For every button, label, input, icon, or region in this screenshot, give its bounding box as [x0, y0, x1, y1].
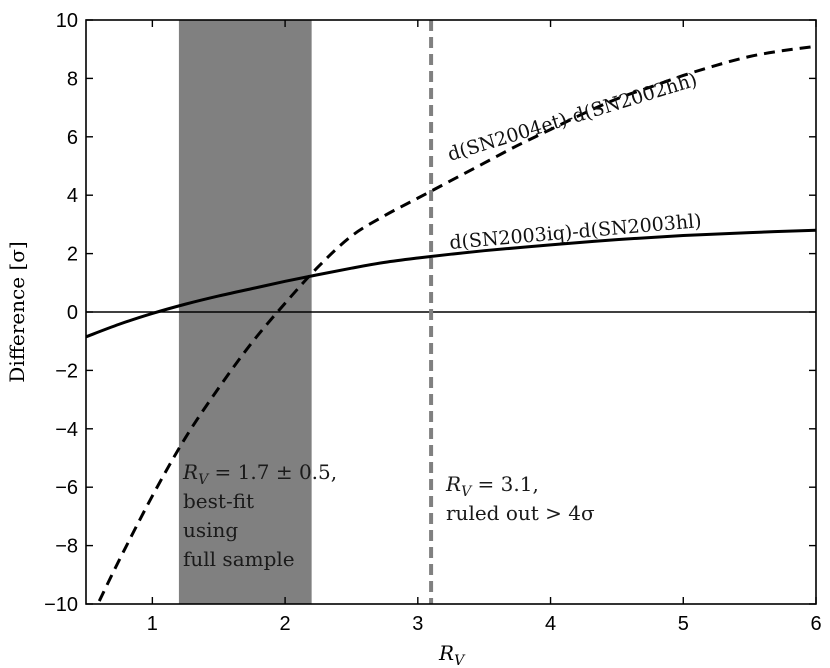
y-tick-label: −2	[55, 360, 78, 382]
best-fit-annotation-line: best-fit	[183, 489, 254, 513]
x-tick-label: 2	[280, 613, 291, 635]
best-fit-annotation-line: RV = 1.7 ± 0.5,	[182, 460, 337, 488]
series-label-sn2004et-sn2002hh: d(SN2004et)-d(SN2002hh)	[445, 69, 700, 166]
ticks-layer: 1 2 3 4 5 6 −10 −8 −6 −4 −2 0 2 4 6 8 10	[44, 10, 822, 635]
y-tick-label: 8	[67, 68, 78, 90]
x-tick-label: 5	[678, 613, 689, 635]
ruled-out-annotation-line: RV = 3.1,	[445, 472, 539, 500]
y-tick-label: 10	[56, 10, 78, 32]
series-layer	[85, 44, 817, 602]
y-tick-label: 4	[67, 185, 78, 207]
y-tick-label: −8	[55, 536, 78, 558]
plot-area	[85, 20, 817, 604]
x-tick-label: 3	[412, 613, 423, 635]
series-line-sn2004et-sn2002hh	[97, 44, 817, 602]
x-tick-label: 6	[810, 613, 821, 635]
y-axis-label: Difference [σ]	[5, 241, 29, 382]
y-tick-label: −10	[44, 594, 78, 616]
best-fit-annotation-line: full sample	[183, 547, 295, 571]
x-tick-label: 1	[147, 613, 158, 635]
y-tick-label: 6	[67, 127, 78, 149]
series-line-sn2003iq-sn2003hl	[85, 228, 817, 339]
x-axis-label: RV	[438, 641, 466, 668]
ruled-out-annotation-line: ruled out > 4σ	[446, 501, 595, 525]
series-label-sn2003iq-sn2003hl: d(SN2003iq)-d(SN2003hl)	[449, 210, 703, 254]
best-fit-annotation-line: using	[183, 518, 238, 542]
y-tick-label: 2	[67, 244, 78, 266]
x-tick-label: 4	[545, 613, 556, 635]
y-tick-label: −4	[55, 419, 78, 441]
y-tick-label: 0	[67, 302, 78, 324]
y-tick-label: −6	[55, 477, 78, 499]
